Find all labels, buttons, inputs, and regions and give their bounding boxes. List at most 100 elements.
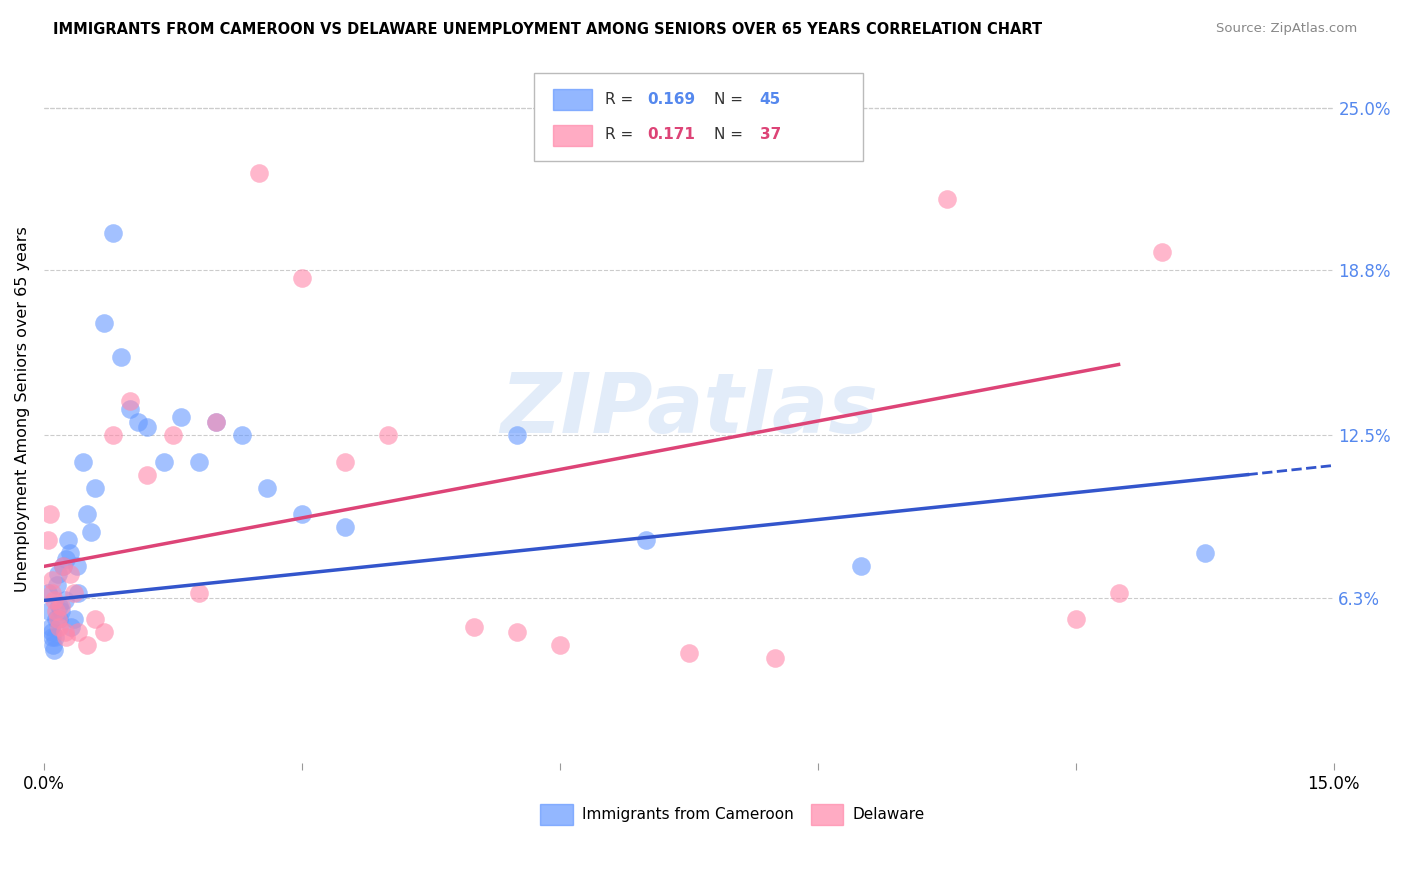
Point — [55, 551, 77, 566]
Bar — [811, 804, 844, 825]
Point — [205, 415, 228, 429]
Point — [59, 567, 82, 582]
Point — [76, 638, 98, 652]
Point — [45, 578, 67, 592]
Text: 37: 37 — [759, 128, 780, 143]
Bar — [554, 125, 592, 146]
Point — [38, 604, 60, 618]
Point — [170, 409, 193, 424]
Point — [45, 604, 67, 618]
Point — [53, 593, 76, 607]
Point — [935, 192, 957, 206]
FancyBboxPatch shape — [534, 73, 863, 161]
Point — [162, 428, 184, 442]
Point — [153, 454, 176, 468]
Point — [67, 585, 90, 599]
Text: ZIPatlas: ZIPatlas — [499, 368, 877, 450]
Point — [52, 559, 75, 574]
Point — [118, 394, 141, 409]
Point — [45, 612, 67, 626]
Point — [118, 402, 141, 417]
Point — [1150, 244, 1173, 259]
Point — [110, 350, 132, 364]
Point — [44, 630, 66, 644]
Point — [187, 585, 209, 599]
Point — [42, 638, 65, 652]
Point — [333, 520, 356, 534]
Point — [377, 428, 399, 442]
Point — [67, 624, 90, 639]
Point — [37, 533, 59, 548]
Point — [41, 573, 63, 587]
Point — [44, 643, 66, 657]
Point — [101, 227, 124, 241]
Point — [52, 559, 75, 574]
Point — [84, 481, 107, 495]
Text: 0.169: 0.169 — [647, 92, 696, 107]
Point — [39, 620, 62, 634]
Point — [1108, 585, 1130, 599]
Point — [46, 612, 69, 626]
Point — [63, 612, 86, 626]
Point — [80, 525, 103, 540]
Point — [46, 567, 69, 582]
Text: Source: ZipAtlas.com: Source: ZipAtlas.com — [1216, 22, 1357, 36]
Point — [53, 624, 76, 639]
Text: Delaware: Delaware — [852, 807, 925, 822]
Point — [41, 624, 63, 639]
Point — [60, 620, 83, 634]
Point — [849, 559, 872, 574]
Point — [463, 620, 485, 634]
Point — [291, 271, 314, 285]
Point — [41, 630, 63, 644]
Point — [44, 593, 66, 607]
Point — [231, 428, 253, 442]
Point — [41, 585, 63, 599]
Point — [49, 604, 72, 618]
Point — [76, 507, 98, 521]
Point — [49, 599, 72, 613]
Text: 0.171: 0.171 — [647, 128, 696, 143]
Point — [72, 454, 94, 468]
Point — [84, 612, 107, 626]
Point — [1064, 612, 1087, 626]
Point — [65, 559, 87, 574]
Point — [48, 620, 70, 634]
Y-axis label: Unemployment Among Seniors over 65 years: Unemployment Among Seniors over 65 years — [15, 227, 30, 592]
Point — [59, 546, 82, 560]
Point — [93, 624, 115, 639]
Text: 45: 45 — [759, 92, 780, 107]
Point — [63, 585, 86, 599]
Text: IMMIGRANTS FROM CAMEROON VS DELAWARE UNEMPLOYMENT AMONG SENIORS OVER 65 YEARS CO: IMMIGRANTS FROM CAMEROON VS DELAWARE UNE… — [53, 22, 1043, 37]
Point — [136, 420, 159, 434]
Point — [48, 612, 70, 626]
Text: R =: R = — [605, 92, 638, 107]
Point — [56, 533, 79, 548]
Point — [678, 646, 700, 660]
Point — [763, 651, 786, 665]
Text: R =: R = — [605, 128, 638, 143]
Point — [37, 585, 59, 599]
Point — [127, 415, 149, 429]
Point — [634, 533, 657, 548]
Point — [247, 166, 270, 180]
Point — [187, 454, 209, 468]
Bar — [540, 804, 572, 825]
Point — [548, 638, 571, 652]
Bar — [554, 89, 592, 111]
Point — [506, 428, 529, 442]
Text: N =: N = — [714, 128, 748, 143]
Point — [136, 467, 159, 482]
Point — [48, 599, 70, 613]
Point — [55, 630, 77, 644]
Point — [101, 428, 124, 442]
Point — [205, 415, 228, 429]
Point — [291, 507, 314, 521]
Point — [256, 481, 278, 495]
Text: N =: N = — [714, 92, 748, 107]
Point — [506, 624, 529, 639]
Text: Immigrants from Cameroon: Immigrants from Cameroon — [582, 807, 793, 822]
Point — [1194, 546, 1216, 560]
Point — [333, 454, 356, 468]
Point — [93, 316, 115, 330]
